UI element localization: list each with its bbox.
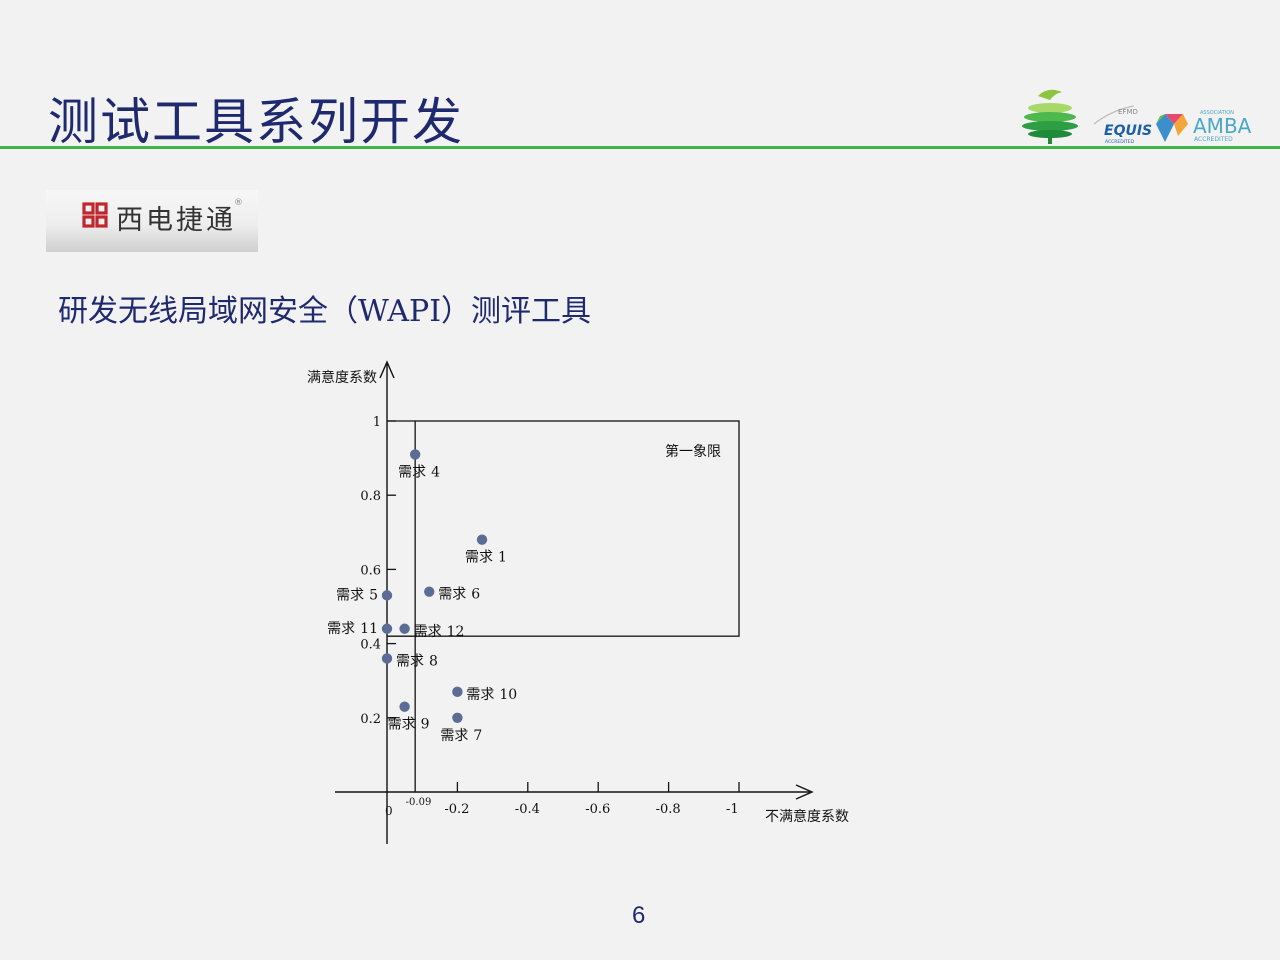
equis-sub-label: ACCREDITED xyxy=(1105,139,1135,145)
data-point-label: 需求 8 xyxy=(396,653,438,669)
data-point-label: 需求 9 xyxy=(388,717,430,733)
y-tick-label: 0.6 xyxy=(360,563,381,578)
x-tick-label: -0.8 xyxy=(656,802,681,817)
y-tick-label: 1 xyxy=(373,415,381,430)
x-tick-label: -1 xyxy=(726,802,739,817)
y-axis-arrow-icon xyxy=(379,360,395,379)
brand-logo: 西电捷通 ® xyxy=(46,190,258,252)
quadrant-label: 第一象限 xyxy=(665,443,721,460)
amba-top-label: ASSOCIATION xyxy=(1200,110,1234,116)
x-axis-arrow-icon xyxy=(795,784,814,800)
data-point xyxy=(424,586,435,597)
data-point-label: 需求 4 xyxy=(398,464,440,480)
data-point-label: 需求 7 xyxy=(440,728,482,744)
amba-logo-icon: ASSOCIATION AMBA ACCREDITED xyxy=(1156,110,1252,143)
data-point xyxy=(409,449,421,460)
y-tick-label: 0.4 xyxy=(360,638,381,653)
page-number: 6 xyxy=(632,902,646,929)
slide-title: 测试工具系列开发 xyxy=(48,93,464,151)
tree-logo-icon xyxy=(1022,89,1078,144)
x-tick-label: 0 xyxy=(385,804,393,818)
data-point xyxy=(452,686,463,698)
title-divider xyxy=(0,146,1280,149)
equis-logo-icon: EFMD EQUIS ACCREDITED xyxy=(1093,105,1152,145)
data-point-label: 需求 10 xyxy=(466,687,517,703)
x-tick-label: -0.2 xyxy=(444,802,469,817)
y-tick-label: 0.8 xyxy=(360,489,381,504)
data-point-label: 需求 11 xyxy=(327,621,378,637)
data-point xyxy=(381,623,393,634)
y-axis-label: 满意度系数 xyxy=(307,369,377,386)
data-point xyxy=(476,534,488,545)
accreditation-logos-graphic: EFMD EQUIS ACCREDITED ASSOCIATION AMBA A… xyxy=(1022,89,1252,145)
data-point-label: 需求 12 xyxy=(414,624,465,640)
brand-mark-icon xyxy=(82,202,108,228)
x-tick-label: -0.4 xyxy=(515,802,540,817)
efmd-label: EFMD xyxy=(1118,108,1138,116)
data-point-label: 需求 5 xyxy=(336,587,378,603)
data-point xyxy=(399,623,410,634)
amba-label: AMBA xyxy=(1193,114,1252,138)
accreditation-logos: EFMD EQUIS ACCREDITED ASSOCIATION AMBA A… xyxy=(1018,84,1263,146)
data-point xyxy=(399,701,410,712)
x-tick-label: -0.6 xyxy=(585,802,610,817)
brand-name: 西电捷通 xyxy=(116,205,236,236)
quadrant-box xyxy=(414,420,740,637)
data-point-label: 需求 1 xyxy=(465,550,507,566)
slide-subtitle: 研发无线局域网安全（WAPI）测评工具 xyxy=(58,294,592,329)
data-point xyxy=(381,653,393,664)
x-tick-label: -0.09 xyxy=(406,797,432,808)
y-tick-label: 0.2 xyxy=(360,712,381,727)
brand-registered-mark: ® xyxy=(234,198,243,208)
equis-label: EQUIS xyxy=(1104,123,1152,139)
data-point xyxy=(381,590,393,601)
data-point-label: 需求 6 xyxy=(438,587,480,603)
amba-sub-label: ACCREDITED xyxy=(1194,136,1233,143)
data-point xyxy=(452,712,463,723)
x-axis-label: 不满意度系数 xyxy=(765,808,849,825)
